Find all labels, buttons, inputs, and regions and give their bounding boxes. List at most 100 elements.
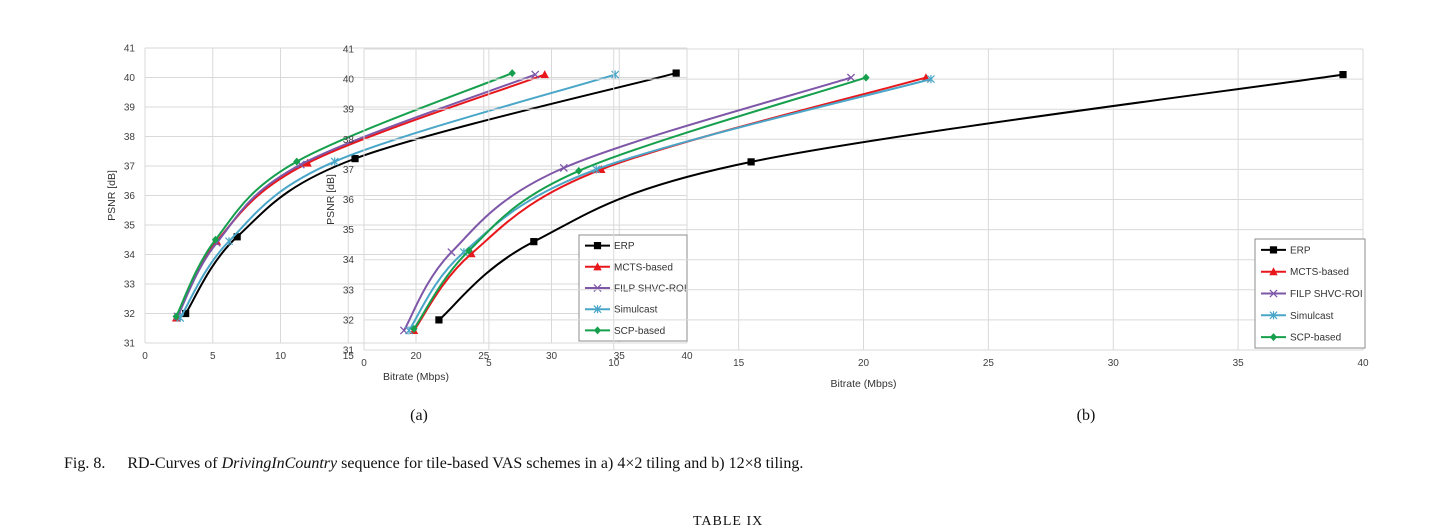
legend-label: FILP SHVC-ROI xyxy=(614,284,687,295)
series-erp xyxy=(435,70,1347,324)
x-axis-title: Bitrate (Mbps) xyxy=(383,371,449,383)
legend-label: Simulcast xyxy=(614,305,658,316)
series-scp-based xyxy=(410,73,870,333)
caption-text-before: RD-Curves of xyxy=(127,455,222,472)
legend-label: SCP-based xyxy=(614,326,665,337)
legend-marker xyxy=(593,262,602,271)
data-point-marker xyxy=(351,155,359,163)
y-axis-title: PSNR [dB] xyxy=(106,170,118,221)
subfigure-label: (b) xyxy=(1077,407,1096,424)
series-line xyxy=(413,76,927,332)
x-tick-label: 25 xyxy=(478,351,490,362)
series-filp-shvc-roi xyxy=(399,73,856,335)
figure-caption: Fig. 8. RD-Curves of DrivingInCountry seq… xyxy=(64,455,1404,473)
y-tick-label: 41 xyxy=(343,45,355,56)
data-point-marker xyxy=(404,326,413,335)
legend-entry: ERP xyxy=(585,241,635,252)
y-tick-label: 36 xyxy=(343,195,355,206)
y-tick-label: 39 xyxy=(343,105,355,116)
x-tick-label: 15 xyxy=(733,358,745,369)
legend-label: Simulcast xyxy=(1290,311,1334,322)
y-tick-label: 32 xyxy=(124,309,136,320)
y-tick-label: 33 xyxy=(124,280,136,291)
legend-marker xyxy=(593,283,602,293)
series-line xyxy=(176,73,536,317)
legend: ERP MCTS-based FILP SHVC-ROI Simulcast SCP-b… xyxy=(1254,238,1366,349)
x-tick-label: 5 xyxy=(210,351,216,362)
data-point-marker xyxy=(597,165,606,173)
figure-charts: 0 5 10 15 20 25 30 35 40 31 32 33 34 35 36 37 38 39 40 41 Bi… xyxy=(106,44,1369,425)
data-point-marker xyxy=(926,75,935,84)
x-tick-label: 20 xyxy=(858,358,870,369)
series-erp xyxy=(182,69,680,318)
y-tick-label: 35 xyxy=(343,225,355,236)
x-tick-label: 20 xyxy=(410,351,422,362)
legend-marker xyxy=(593,326,602,335)
data-point-marker xyxy=(540,70,549,79)
legend-label: ERP xyxy=(1290,245,1311,256)
y-tick-label: 32 xyxy=(343,315,355,326)
legend-marker xyxy=(593,242,602,250)
legend-entry: MCTS-based xyxy=(1261,267,1349,278)
x-tick-label: 25 xyxy=(983,358,995,369)
data-point-marker xyxy=(467,249,476,258)
x-axis-title: Bitrate (Mbps) xyxy=(831,378,897,390)
data-point-marker xyxy=(747,158,755,166)
data-point-marker xyxy=(575,166,583,175)
data-point-marker xyxy=(233,233,241,241)
data-point-marker xyxy=(592,165,601,174)
next-table-heading: TABLE IX xyxy=(693,514,764,529)
legend-marker xyxy=(1269,246,1278,254)
series-line xyxy=(179,73,616,319)
y-tick-label: 31 xyxy=(124,339,136,350)
series-line xyxy=(175,72,513,317)
legend-entry: ERP xyxy=(1261,245,1311,256)
data-point-marker xyxy=(530,238,538,246)
y-tick-label: 34 xyxy=(124,250,136,261)
legend-entry: FILP SHVC-ROI xyxy=(1261,289,1363,300)
caption-sequence-name: DrivingInCountry xyxy=(221,455,338,472)
y-tick-label: 31 xyxy=(343,346,355,357)
x-tick-label: 30 xyxy=(1108,358,1120,369)
x-tick-label: 40 xyxy=(681,351,693,362)
data-point-marker xyxy=(224,237,234,246)
y-tick-label: 38 xyxy=(343,135,355,146)
x-tick-label: 10 xyxy=(275,351,287,362)
legend-marker xyxy=(1269,289,1278,298)
subfigure-label: (a) xyxy=(410,407,428,424)
caption-fig-label: Fig. 8. xyxy=(64,455,106,472)
x-tick-label: 10 xyxy=(608,358,620,369)
y-tick-label: 33 xyxy=(343,285,355,296)
data-point-marker xyxy=(559,163,568,172)
data-point-marker xyxy=(508,69,516,78)
y-tick-label: 41 xyxy=(124,44,136,55)
x-tick-label: 5 xyxy=(486,358,492,369)
series-scp-based xyxy=(172,69,516,321)
legend-label: MCTS-based xyxy=(614,262,673,273)
series-line xyxy=(408,78,932,332)
data-point-marker xyxy=(435,316,443,324)
y-tick-label: 40 xyxy=(343,75,355,86)
legend-marker xyxy=(1269,267,1278,276)
data-point-marker xyxy=(846,73,856,82)
data-point-marker xyxy=(465,246,473,255)
series-simulcast xyxy=(404,75,935,335)
data-point-marker xyxy=(172,312,180,321)
series-line xyxy=(413,76,867,330)
legend-entry: MCTS-based xyxy=(585,262,673,273)
data-point-marker xyxy=(303,158,312,167)
legend-entry: Simulcast xyxy=(1261,311,1334,322)
series-line xyxy=(403,76,852,331)
y-tick-label: 39 xyxy=(124,103,136,114)
data-point-marker xyxy=(293,157,301,166)
legend-entry: SCP-based xyxy=(585,326,665,337)
y-tick-label: 40 xyxy=(124,73,136,84)
x-tick-label: 35 xyxy=(1233,358,1245,369)
x-tick-label: 40 xyxy=(1357,358,1369,369)
x-tick-label: 0 xyxy=(361,358,367,369)
data-point-marker xyxy=(672,69,680,77)
x-tick-label: 15 xyxy=(343,351,355,362)
data-point-marker xyxy=(862,73,870,82)
legend-marker xyxy=(1269,333,1278,342)
legend-entry: SCP-based xyxy=(1261,333,1341,344)
